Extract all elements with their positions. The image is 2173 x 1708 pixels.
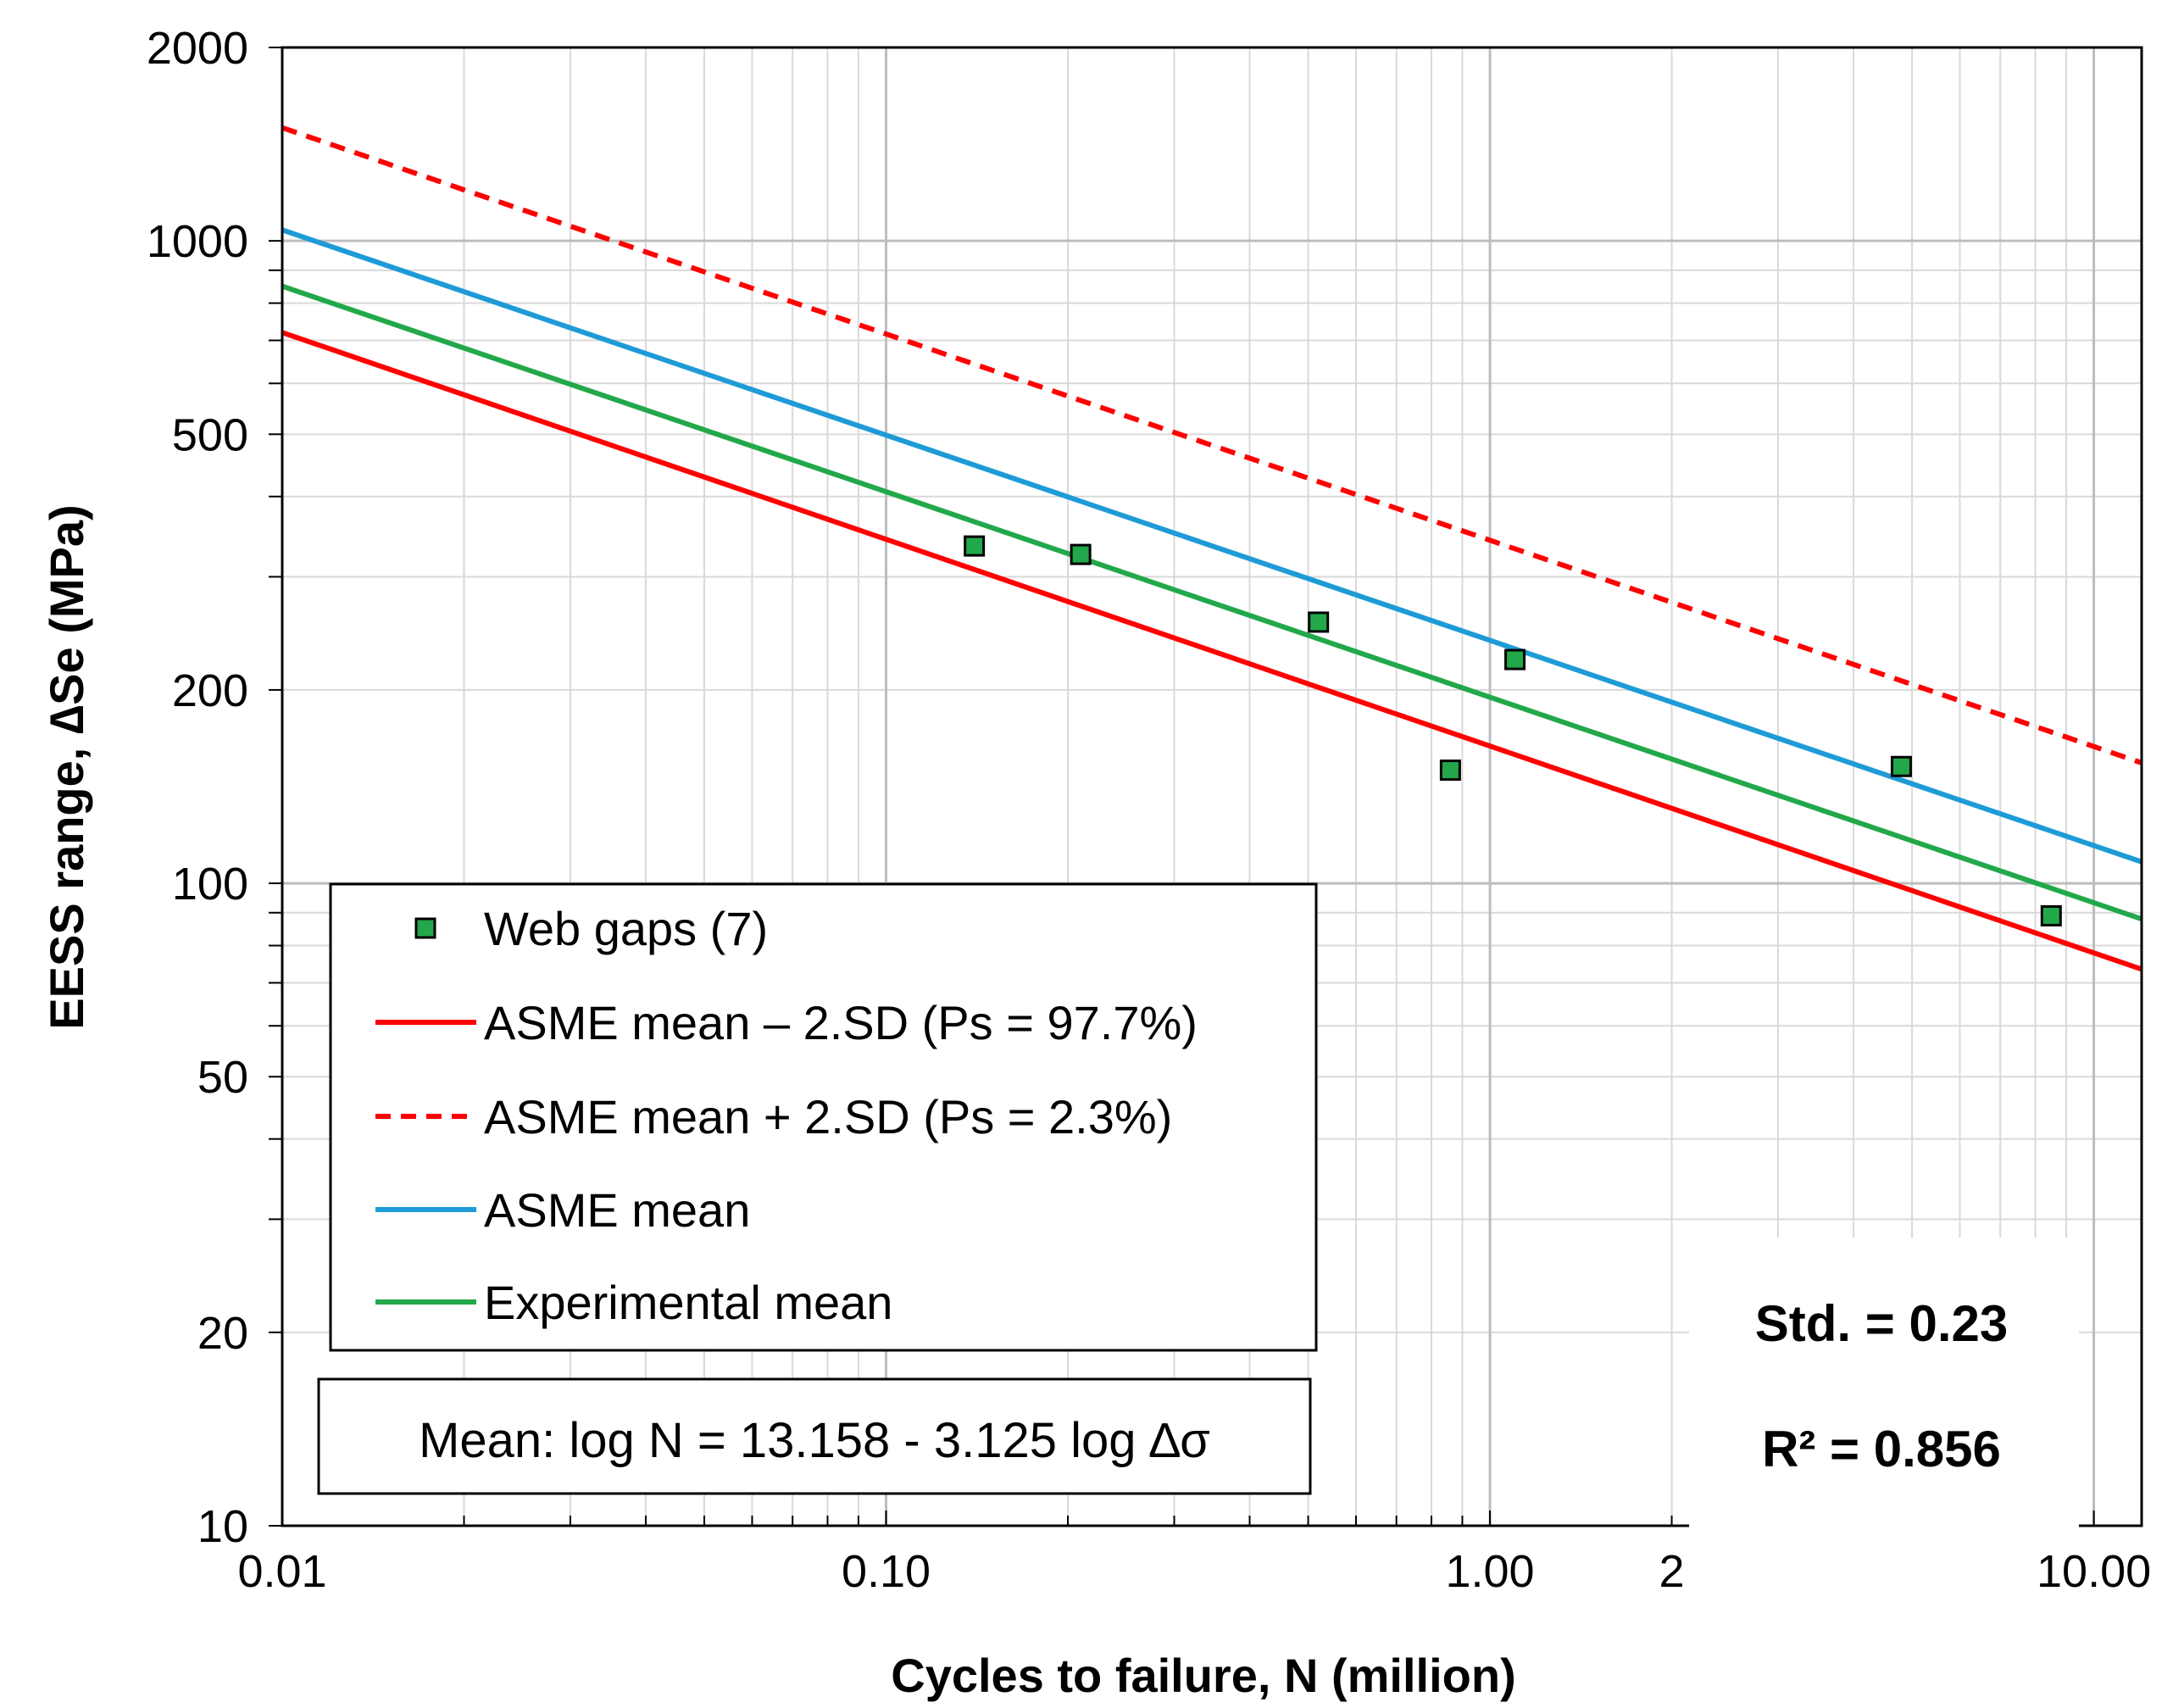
- x-tick-label: 10.00: [2037, 1546, 2151, 1597]
- y-tick-label: 100: [172, 859, 248, 910]
- data-point: [1890, 755, 1912, 777]
- series-lines: [281, 125, 2142, 972]
- legend-label-asme-mean: ASME mean: [484, 1183, 750, 1237]
- y-tick-label: 10: [197, 1501, 248, 1552]
- series-line-4: [281, 283, 2142, 921]
- data-point: [964, 535, 986, 557]
- legend-box: [329, 882, 1318, 1352]
- legend-label-experimental-mean: Experimental mean: [484, 1276, 892, 1329]
- x-tick-label: 0.10: [842, 1546, 931, 1597]
- y-tick-label: 500: [172, 409, 248, 460]
- data-point: [2040, 904, 2062, 926]
- data-point: [1504, 648, 1526, 670]
- data-points: [964, 535, 2062, 926]
- r2-annotation: R² = 0.856: [1762, 1421, 2001, 1477]
- x-tick-label: 0.01: [237, 1546, 326, 1597]
- x-tick-label: 2: [1659, 1546, 1685, 1597]
- y-tick-label: 2000: [147, 23, 248, 74]
- y-tick-label: 50: [197, 1052, 248, 1103]
- series-line-2: [281, 125, 2142, 765]
- x-axis-title: Cycles to failure, N (million): [891, 1649, 1515, 1702]
- legend: Web gaps (7) ASME mean – 2.SD (Ps = 97.7…: [329, 882, 1318, 1352]
- legend-label-asme-plus: ASME mean + 2.SD (Ps = 2.3%): [484, 1090, 1172, 1143]
- series-line-1: [281, 330, 2142, 972]
- equation-annotation: Mean: log N = 13.158 - 3.125 log ∆σ: [419, 1413, 1210, 1468]
- data-point: [1070, 543, 1092, 565]
- y-tick-label: 200: [172, 665, 248, 716]
- series-line-3: [281, 227, 2142, 865]
- legend-label-asme-minus: ASME mean – 2.SD (Ps = 97.7%): [484, 996, 1198, 1049]
- y-tick-label: 20: [197, 1308, 248, 1359]
- std-annotation: Std. = 0.23: [1755, 1295, 2008, 1352]
- equation-box: [317, 1377, 1312, 1495]
- y-tick-label: 1000: [147, 216, 248, 267]
- legend-label-web-gaps: Web gaps (7): [484, 902, 768, 955]
- data-point: [1439, 759, 1461, 782]
- plot-frame: [281, 46, 2143, 1527]
- y-axis-title: EESS range, ∆Se (MPa): [40, 504, 93, 1029]
- tick-labels: 0.01 0.10 1.00 2 10.00 2000 1000 500 200 100 50 20 1…: [147, 23, 2151, 1597]
- data-point: [1308, 611, 1330, 633]
- legend-marker-web-gaps: [414, 917, 436, 939]
- x-tick-label: 1.00: [1445, 1546, 1534, 1597]
- stats-box: [1689, 1238, 2079, 1530]
